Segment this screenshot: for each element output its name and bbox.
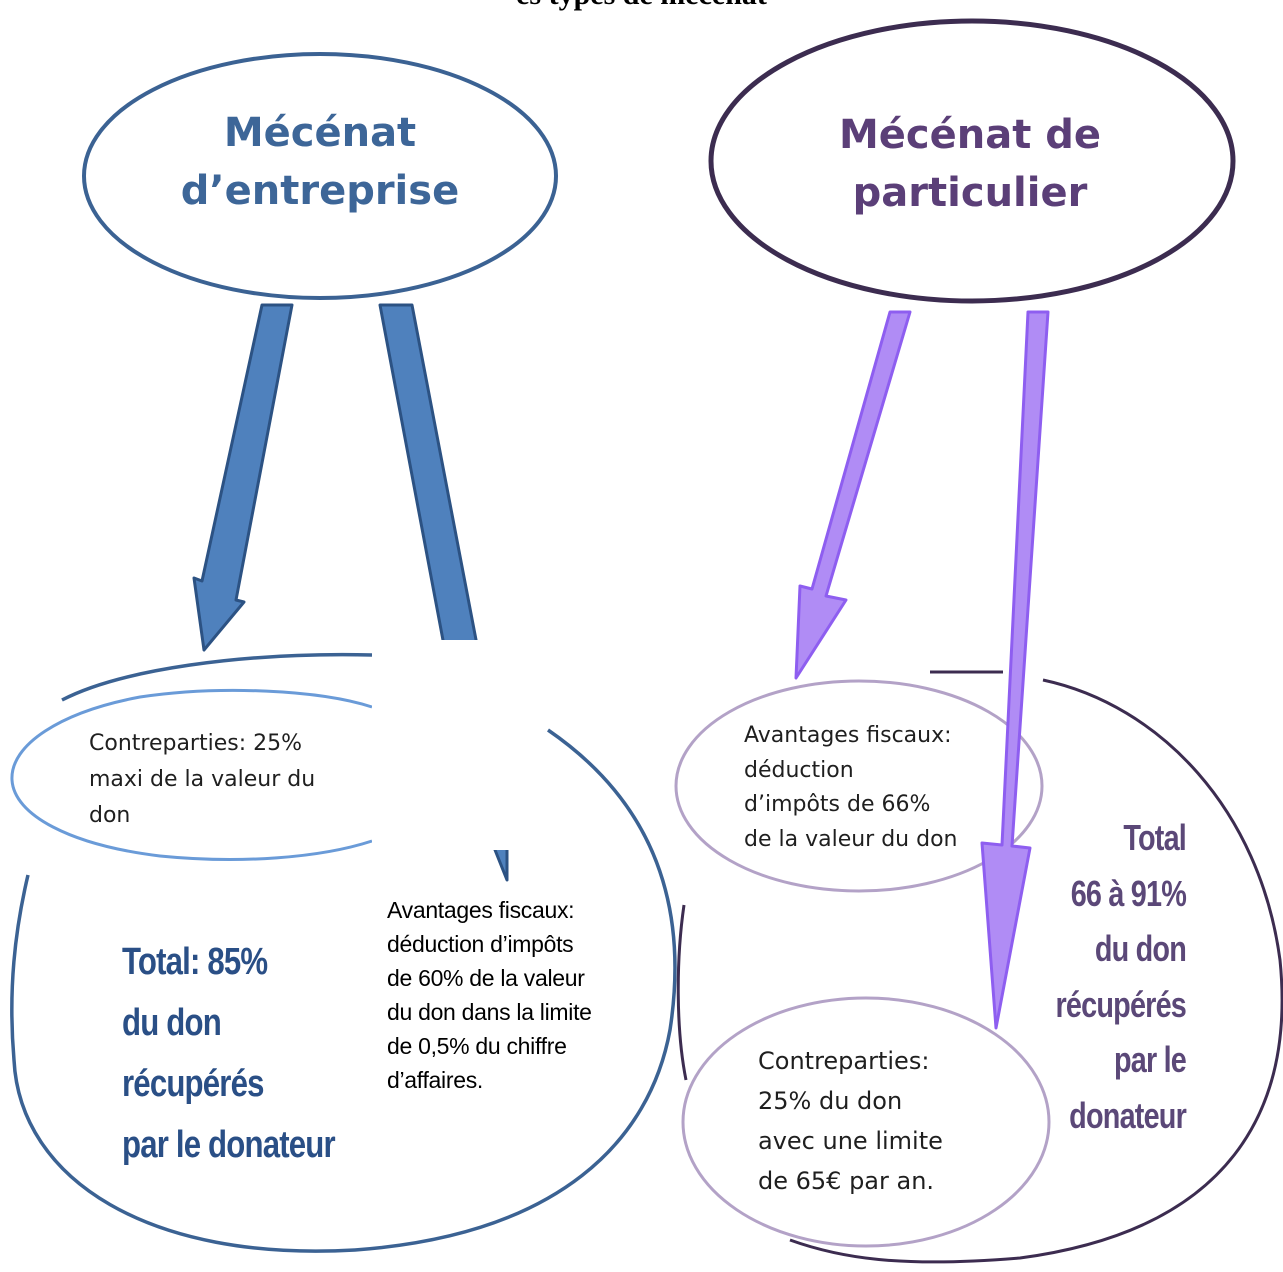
diagram-title: es types de mécénat — [0, 0, 1283, 12]
right-counterparts-text: Contreparties: 25% du don avec une limit… — [758, 1047, 943, 1195]
left-arrow-counterparts — [192, 303, 294, 652]
left-counterparts-text: Contreparties: 25% maxi de la valeur du … — [89, 731, 316, 828]
right-arrow-fiscal — [794, 310, 912, 680]
left-fiscal-text: Avantages fiscaux: déduction d’impôts de… — [387, 897, 592, 1093]
right-arrow-counterparts — [980, 310, 1050, 1030]
right-fiscal-ellipse — [674, 679, 1044, 893]
right-counterparts-ellipse — [681, 996, 1051, 1248]
right-fiscal-text: Avantages fiscaux: déduction d’impôts de… — [744, 723, 958, 852]
left-heading-ellipse — [82, 52, 558, 300]
left-heading: Mécénat d’entreprise — [180, 110, 460, 214]
right-heading-ellipse — [708, 18, 1236, 304]
right-total-text: Total 66 à 91% du don récupérés par le d… — [1055, 817, 1187, 1136]
left-total-text: Total: 85% du don récupérés par le donat… — [122, 941, 336, 1166]
left-big-ellipse — [10, 652, 677, 1253]
left-counterparts-ellipse — [10, 688, 373, 861]
right-heading: Mécénat de particulier — [838, 112, 1102, 216]
right-big-ellipse — [676, 670, 1283, 1264]
